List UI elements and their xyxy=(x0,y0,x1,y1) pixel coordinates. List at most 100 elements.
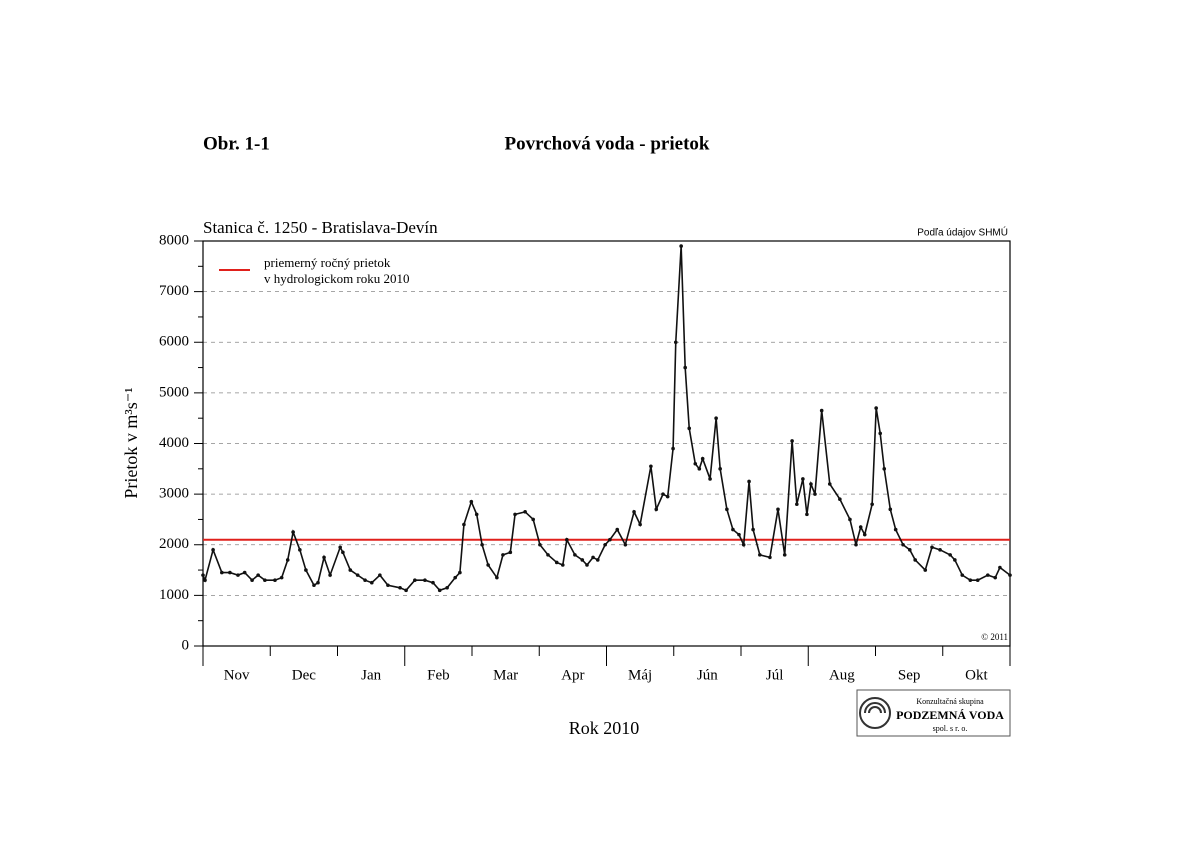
flow-point xyxy=(948,553,952,557)
flow-point xyxy=(201,573,205,577)
flow-point xyxy=(809,482,813,486)
flow-point xyxy=(386,583,390,588)
x-tick-label: Mar xyxy=(493,667,518,683)
flow-point xyxy=(263,578,267,582)
flow-point xyxy=(747,479,751,484)
flow-point xyxy=(888,507,893,512)
y-tick-label: 6000 xyxy=(159,334,189,350)
flow-point xyxy=(445,585,449,590)
flow-point xyxy=(731,527,735,532)
flow-point xyxy=(312,583,316,588)
flow-point xyxy=(913,558,917,562)
flow-point xyxy=(968,578,973,582)
flow-point xyxy=(654,507,659,512)
flow-point xyxy=(363,578,367,582)
x-tick-label: Feb xyxy=(427,667,450,683)
x-tick-label: Aug xyxy=(829,667,855,683)
flow-point xyxy=(423,578,427,582)
flow-point xyxy=(322,555,326,560)
flow-point xyxy=(874,406,878,410)
flow-point xyxy=(854,542,858,547)
y-tick-label: 8000 xyxy=(159,232,189,248)
logo-text: spol. s r. o. xyxy=(933,724,968,733)
flow-point xyxy=(795,502,799,507)
y-tick-label: 3000 xyxy=(159,486,189,502)
flow-point xyxy=(998,565,1002,570)
figure-number: Obr. 1-1 xyxy=(203,133,270,154)
flow-point xyxy=(431,580,435,585)
y-tick-label: 7000 xyxy=(159,283,189,299)
x-tick-label: Júl xyxy=(766,667,784,683)
flow-point xyxy=(693,461,698,466)
flow-point xyxy=(687,426,692,431)
flow-point xyxy=(398,585,402,590)
flow-point xyxy=(993,575,998,580)
flow-point xyxy=(975,578,980,582)
flow-point xyxy=(341,550,345,555)
flow-point xyxy=(751,527,755,532)
flow-point xyxy=(474,512,479,517)
flow-point xyxy=(776,507,780,512)
flow-point xyxy=(782,553,787,557)
flow-point xyxy=(220,570,224,575)
flow-point xyxy=(718,467,722,471)
y-tick-label: 0 xyxy=(182,637,190,653)
flow-point xyxy=(615,527,620,532)
flow-line xyxy=(202,246,1011,592)
flow-point xyxy=(725,507,729,512)
y-axis-label: Prietok v m³s⁻¹ xyxy=(121,387,141,498)
x-tick-label: Jún xyxy=(697,667,718,683)
flow-point xyxy=(923,568,928,572)
flow-point xyxy=(673,340,678,345)
flow-point xyxy=(453,575,457,580)
logo-icon xyxy=(859,697,891,729)
y-tick-label: 4000 xyxy=(159,435,189,451)
flow-point xyxy=(960,573,965,577)
flow-point xyxy=(328,573,332,577)
flow-point xyxy=(580,558,585,562)
flow-point xyxy=(930,545,934,550)
flow-point xyxy=(608,537,612,542)
flow-point xyxy=(538,542,542,547)
flow-point xyxy=(700,456,705,461)
flow-point xyxy=(236,573,240,577)
flow-point xyxy=(638,522,642,527)
flow-point xyxy=(907,548,912,552)
copyright: © 2011 xyxy=(981,632,1008,642)
flow-point xyxy=(585,563,589,567)
x-tick-label: Dec xyxy=(292,667,316,683)
x-tick-label: Máj xyxy=(628,667,652,683)
flow-point xyxy=(858,525,863,529)
flow-point xyxy=(560,563,565,567)
flow-point xyxy=(805,512,809,517)
source-note: Podľa údajov SHMÚ xyxy=(917,226,1008,239)
flow-point xyxy=(623,542,628,547)
flow-point xyxy=(546,553,550,557)
flow-point xyxy=(279,575,284,580)
flow-point xyxy=(1008,573,1012,577)
y-tick-label: 1000 xyxy=(159,587,189,603)
flow-point xyxy=(242,570,247,575)
x-tick-label: Apr xyxy=(561,667,584,683)
flow-point xyxy=(649,464,653,469)
flow-point xyxy=(768,555,772,560)
flow-point xyxy=(838,497,842,501)
flow-point xyxy=(679,244,683,248)
flow-point xyxy=(870,502,874,507)
flow-point xyxy=(531,517,535,522)
flow-point xyxy=(878,431,883,436)
flow-point xyxy=(486,563,490,567)
flow-point xyxy=(291,530,295,534)
flow-point xyxy=(523,510,527,514)
x-tick-label: Okt xyxy=(965,667,988,683)
flow-point xyxy=(595,558,600,562)
logo-text: PODZEMNÁ VODA xyxy=(896,708,1004,722)
flow-point xyxy=(591,555,595,560)
flow-point xyxy=(565,537,569,542)
flow-point xyxy=(573,553,577,557)
flow-point xyxy=(603,542,607,547)
flow-point xyxy=(469,499,474,504)
flow-point xyxy=(986,573,990,577)
flow-point xyxy=(437,588,442,593)
